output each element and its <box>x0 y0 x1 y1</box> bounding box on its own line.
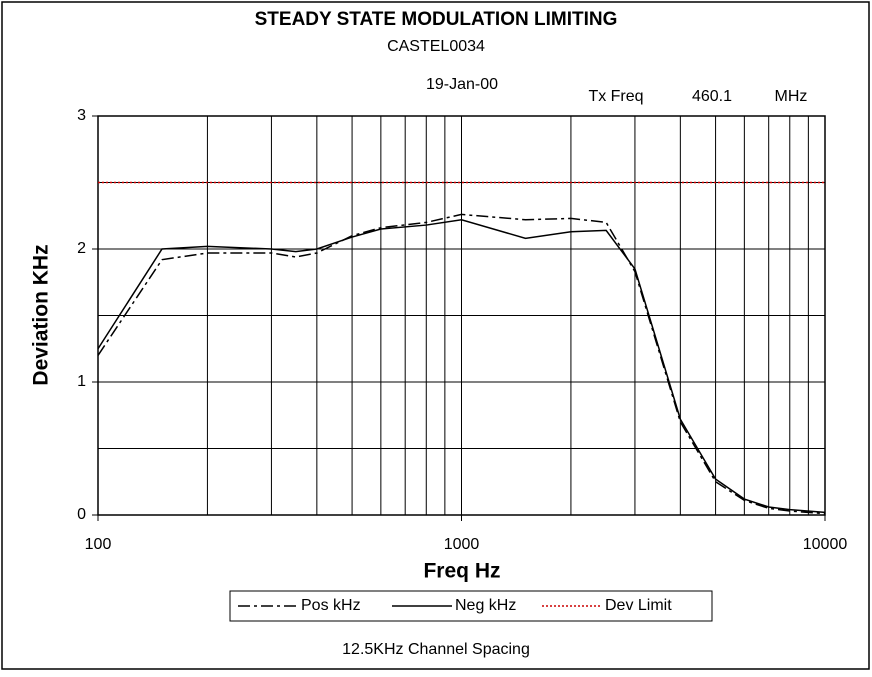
annotation: Tx Freq <box>588 88 643 105</box>
x-axis-label: Freq Hz <box>423 560 500 583</box>
x-tick-label: 1000 <box>444 536 480 553</box>
footer: 12.5KHz Channel Spacing <box>342 641 530 658</box>
annotation: 19-Jan-00 <box>426 76 498 93</box>
legend-box <box>229 590 713 622</box>
y-tick-label: 1 <box>77 373 86 390</box>
chart-subtitle: CASTEL0034 <box>387 38 485 55</box>
x-tick-label: 100 <box>85 536 112 553</box>
annotation: MHz <box>775 88 808 105</box>
y-tick-label: 2 <box>77 240 86 257</box>
y-tick-label: 3 <box>77 107 86 124</box>
x-tick-label: 10000 <box>803 536 848 553</box>
annotation: 460.1 <box>692 88 732 105</box>
legend-label: Neg kHz <box>455 597 516 614</box>
chart-title: STEADY STATE MODULATION LIMITING <box>255 9 618 30</box>
legend-label: Dev Limit <box>605 597 672 614</box>
y-axis-label: Deviation KHz <box>30 244 53 385</box>
legend-label: Pos kHz <box>301 597 361 614</box>
series-line <box>97 218 826 514</box>
series-line <box>97 213 826 515</box>
y-tick-label: 0 <box>77 506 86 523</box>
plot-area <box>97 115 826 516</box>
